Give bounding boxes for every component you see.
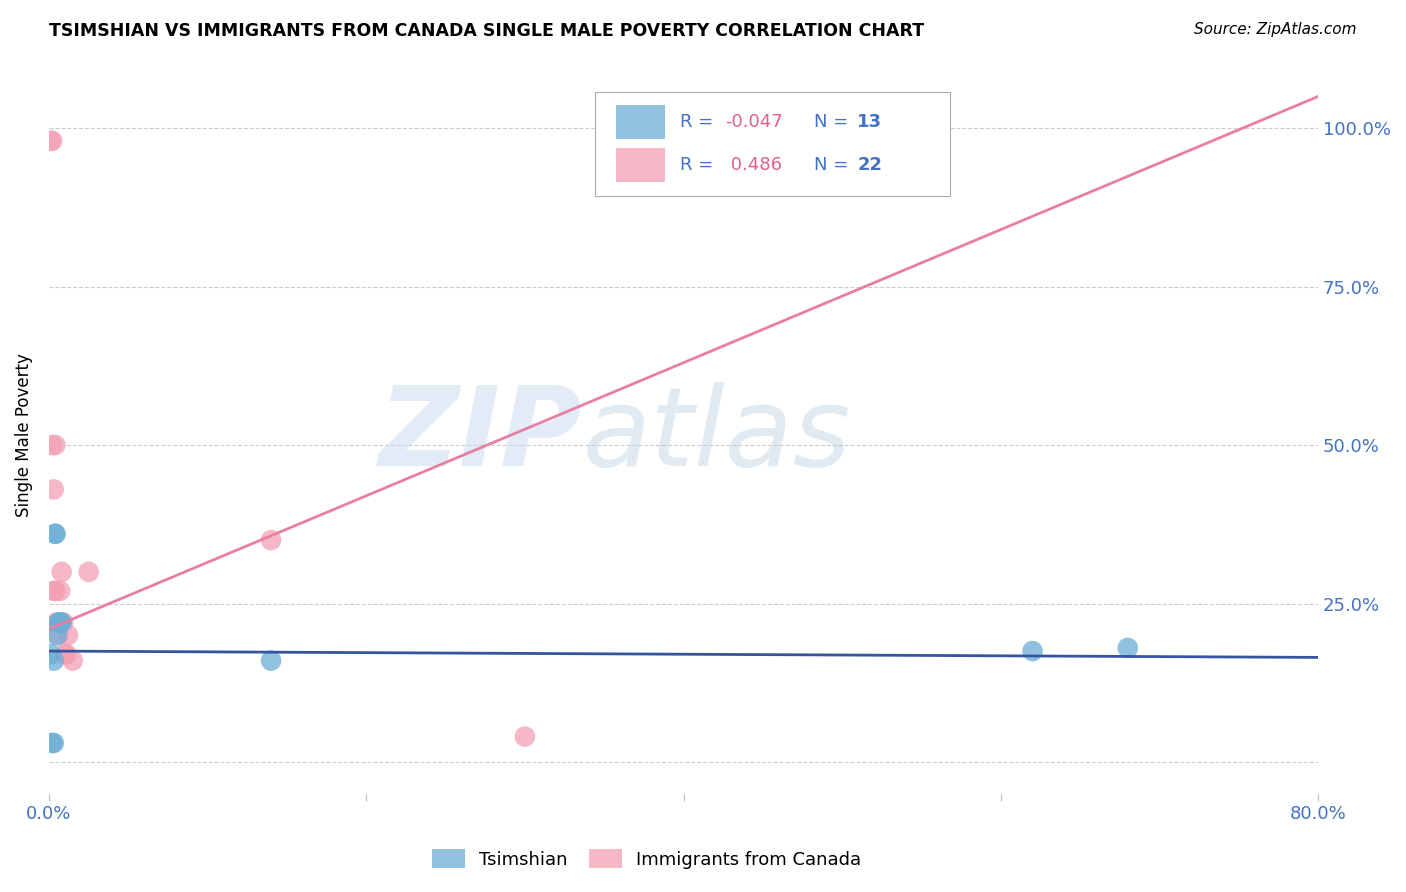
- Text: 22: 22: [858, 156, 883, 174]
- Point: [62, 654, 84, 668]
- Point: [41, 438, 63, 452]
- Point: [45, 615, 67, 630]
- Point: [51, 615, 73, 630]
- Point: [55, 647, 77, 661]
- Point: [1021, 644, 1043, 658]
- Bar: [616, 148, 665, 182]
- Bar: [616, 105, 665, 139]
- Text: N =: N =: [814, 113, 855, 131]
- Text: R =: R =: [679, 113, 718, 131]
- Point: [44, 583, 66, 598]
- Point: [42, 654, 65, 668]
- Text: ZIP: ZIP: [378, 382, 582, 489]
- Point: [42, 736, 65, 750]
- Point: [260, 654, 283, 668]
- Point: [51, 565, 73, 579]
- Point: [42, 583, 65, 598]
- Point: [48, 615, 70, 630]
- Text: TSIMSHIAN VS IMMIGRANTS FROM CANADA SINGLE MALE POVERTY CORRELATION CHART: TSIMSHIAN VS IMMIGRANTS FROM CANADA SING…: [49, 22, 924, 40]
- Point: [53, 647, 76, 661]
- Point: [42, 483, 65, 497]
- Text: Source: ZipAtlas.com: Source: ZipAtlas.com: [1194, 22, 1357, 37]
- Text: R =: R =: [679, 156, 718, 174]
- Point: [39, 647, 62, 661]
- Point: [49, 583, 72, 598]
- Point: [41, 736, 63, 750]
- Legend: Tsimshian, Immigrants from Canada: Tsimshian, Immigrants from Canada: [425, 842, 869, 876]
- Point: [45, 628, 67, 642]
- Text: atlas: atlas: [582, 382, 851, 489]
- Point: [49, 615, 72, 630]
- Point: [513, 730, 536, 744]
- Point: [52, 615, 75, 630]
- Point: [48, 615, 70, 630]
- Point: [44, 526, 66, 541]
- Point: [260, 533, 283, 548]
- Y-axis label: Single Male Poverty: Single Male Poverty: [15, 353, 32, 517]
- Point: [39, 134, 62, 148]
- Text: -0.047: -0.047: [725, 113, 783, 131]
- Text: 13: 13: [858, 113, 883, 131]
- Point: [1116, 640, 1139, 655]
- Point: [45, 615, 67, 630]
- Text: 0.486: 0.486: [725, 156, 782, 174]
- Point: [44, 438, 66, 452]
- Point: [77, 565, 100, 579]
- FancyBboxPatch shape: [595, 92, 950, 195]
- Point: [44, 526, 66, 541]
- Point: [51, 615, 73, 630]
- Point: [41, 134, 63, 148]
- Point: [48, 628, 70, 642]
- Point: [56, 628, 79, 642]
- Text: N =: N =: [814, 156, 855, 174]
